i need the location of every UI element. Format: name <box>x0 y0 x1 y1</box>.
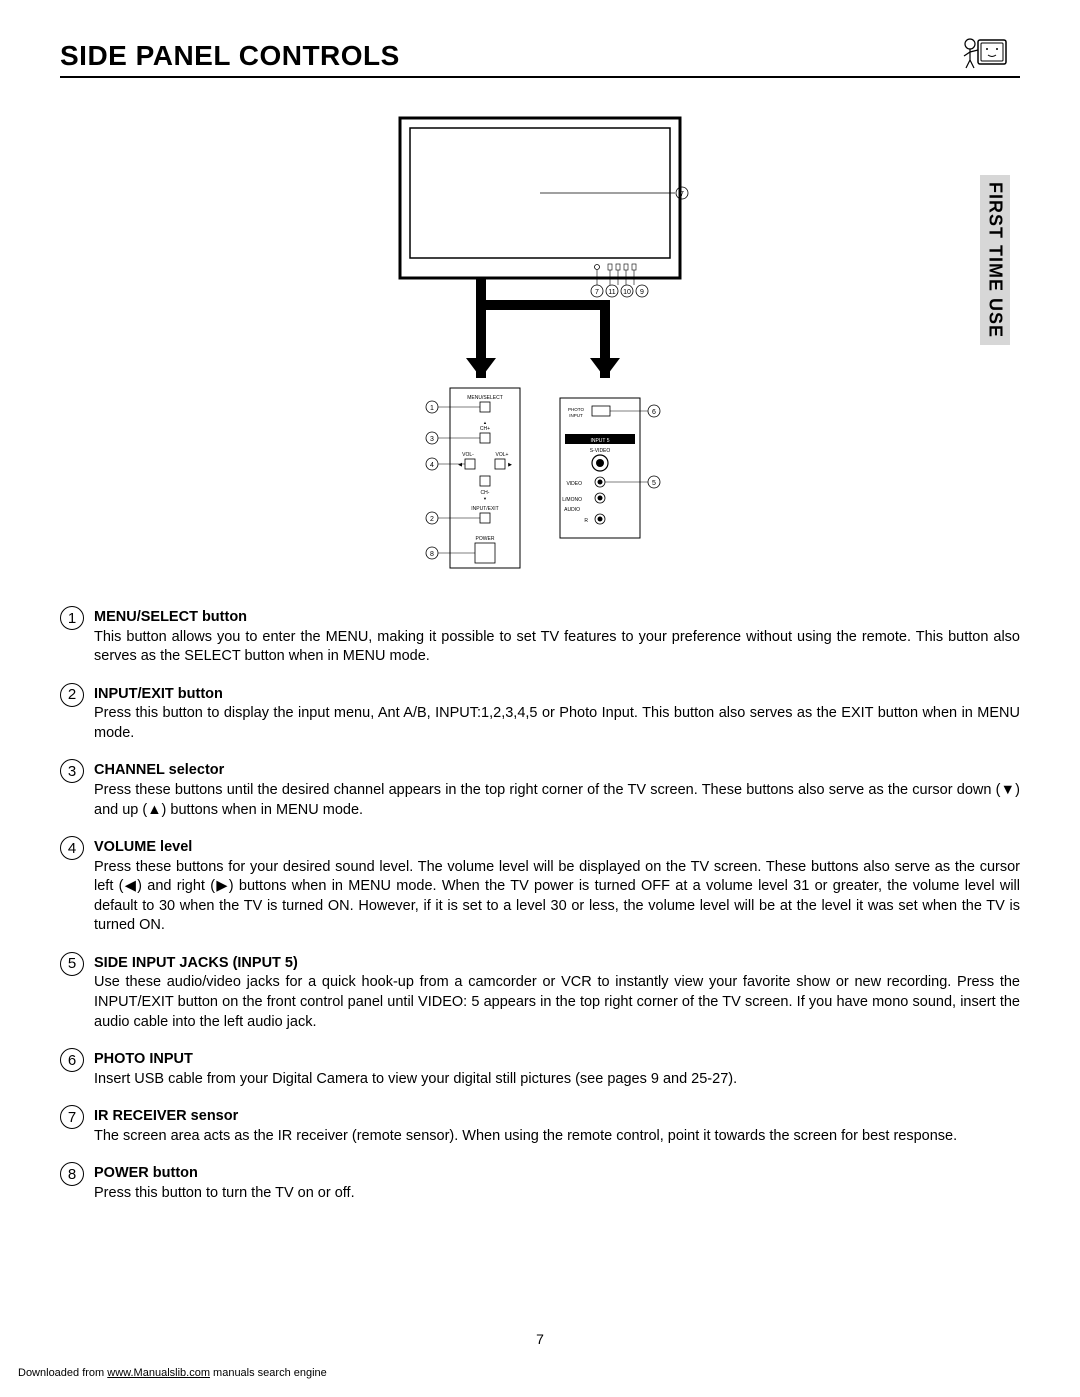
svg-text:▼: ▼ <box>483 496 487 501</box>
svg-text:2: 2 <box>430 516 434 523</box>
item-desc: Press these buttons for your desired sou… <box>94 859 1020 934</box>
item-title: CHANNEL selector <box>94 762 224 778</box>
item-desc: Press these buttons until the desired ch… <box>94 782 1020 818</box>
svg-text:VOL+: VOL+ <box>496 452 509 458</box>
item-title: VOLUME level <box>94 839 192 855</box>
item-desc: This button allows you to enter the MENU… <box>94 629 1020 665</box>
item-number: 7 <box>60 1105 84 1129</box>
item-title: MENU/SELECT button <box>94 609 247 625</box>
item-body: POWER button Press this button to turn t… <box>94 1164 1020 1203</box>
footer: Downloaded from www.Manualslib.com manua… <box>18 1367 327 1379</box>
svg-text:7: 7 <box>595 289 599 296</box>
footer-link[interactable]: www.Manualslib.com <box>107 1367 210 1379</box>
title-bar: SIDE PANEL CONTROLS <box>60 40 1020 78</box>
tv-diagram: 7 7 11 10 9 MENU/SELECT <box>360 108 720 578</box>
item-number: 2 <box>60 683 84 707</box>
item-body: MENU/SELECT button This button allows yo… <box>94 608 1020 667</box>
item-desc: Insert USB cable from your Digital Camer… <box>94 1071 737 1087</box>
item-desc: Press this button to display the input m… <box>94 705 1020 741</box>
footer-suffix: manuals search engine <box>210 1367 327 1379</box>
item-number: 4 <box>60 836 84 860</box>
svg-text:AUDIO: AUDIO <box>564 507 580 513</box>
item-desc: Press this button to turn the TV on or o… <box>94 1185 355 1201</box>
item-body: SIDE INPUT JACKS (INPUT 5) Use these aud… <box>94 954 1020 1032</box>
page-number: 7 <box>0 1331 1080 1347</box>
item-title: POWER button <box>94 1165 198 1181</box>
svg-text:6: 6 <box>652 409 656 416</box>
svg-text:R: R <box>584 518 588 524</box>
page-title: SIDE PANEL CONTROLS <box>60 40 400 72</box>
control-item: 7 IR RECEIVER sensor The screen area act… <box>60 1107 1020 1146</box>
control-item: 1 MENU/SELECT button This button allows … <box>60 608 1020 667</box>
svg-text:▲: ▲ <box>483 420 487 425</box>
item-title: IR RECEIVER sensor <box>94 1108 238 1124</box>
item-body: VOLUME level Press these buttons for you… <box>94 838 1020 936</box>
item-title: SIDE INPUT JACKS (INPUT 5) <box>94 955 298 971</box>
item-number: 6 <box>60 1048 84 1072</box>
footer-prefix: Downloaded from <box>18 1367 107 1379</box>
item-number: 1 <box>60 606 84 630</box>
svg-text:7: 7 <box>680 191 684 198</box>
section-tab: FIRST TIME USE <box>980 175 1010 345</box>
item-title: PHOTO INPUT <box>94 1051 193 1067</box>
svg-text:POWER: POWER <box>476 536 495 542</box>
svg-text:INPUT 5: INPUT 5 <box>590 438 609 444</box>
section-tab-label: FIRST TIME USE <box>985 182 1006 338</box>
control-item: 8 POWER button Press this button to turn… <box>60 1164 1020 1203</box>
item-number: 3 <box>60 759 84 783</box>
item-number: 5 <box>60 952 84 976</box>
svg-text:3: 3 <box>430 436 434 443</box>
svg-text:VIDEO: VIDEO <box>566 481 582 487</box>
svg-text:MENU/SELECT: MENU/SELECT <box>467 395 503 401</box>
control-item: 5 SIDE INPUT JACKS (INPUT 5) Use these a… <box>60 954 1020 1032</box>
svg-text:▶: ▶ <box>508 462 512 468</box>
item-title: INPUT/EXIT button <box>94 686 223 702</box>
control-item: 4 VOLUME level Press these buttons for y… <box>60 838 1020 936</box>
svg-text:9: 9 <box>640 289 644 296</box>
tv-character-icon <box>960 32 1010 72</box>
svg-text:4: 4 <box>430 462 434 469</box>
svg-text:8: 8 <box>430 551 434 558</box>
svg-text:PHOTO: PHOTO <box>568 407 584 412</box>
svg-text:5: 5 <box>652 480 656 487</box>
control-item: 2 INPUT/EXIT button Press this button to… <box>60 685 1020 744</box>
svg-text:INPUT/EXIT: INPUT/EXIT <box>471 506 499 512</box>
item-body: PHOTO INPUT Insert USB cable from your D… <box>94 1050 1020 1089</box>
svg-text:1: 1 <box>430 405 434 412</box>
item-body: IR RECEIVER sensor The screen area acts … <box>94 1107 1020 1146</box>
item-body: CHANNEL selector Press these buttons unt… <box>94 761 1020 820</box>
svg-text:◀: ◀ <box>458 462 462 468</box>
item-body: INPUT/EXIT button Press this button to d… <box>94 685 1020 744</box>
svg-text:10: 10 <box>623 289 631 296</box>
svg-text:S-VIDEO: S-VIDEO <box>590 448 611 454</box>
svg-text:VOL-: VOL- <box>462 452 474 458</box>
controls-list: 1 MENU/SELECT button This button allows … <box>60 608 1020 1204</box>
svg-text:INPUT: INPUT <box>569 413 583 418</box>
diagram-area: 7 7 11 10 9 MENU/SELECT <box>60 108 1020 578</box>
item-desc: The screen area acts as the IR receiver … <box>94 1128 957 1144</box>
svg-text:11: 11 <box>608 289 615 296</box>
control-item: 3 CHANNEL selector Press these buttons u… <box>60 761 1020 820</box>
item-desc: Use these audio/video jacks for a quick … <box>94 974 1020 1029</box>
svg-text:L/MONO: L/MONO <box>562 497 582 503</box>
svg-text:CH+: CH+ <box>480 426 490 432</box>
item-number: 8 <box>60 1162 84 1186</box>
control-item: 6 PHOTO INPUT Insert USB cable from your… <box>60 1050 1020 1089</box>
